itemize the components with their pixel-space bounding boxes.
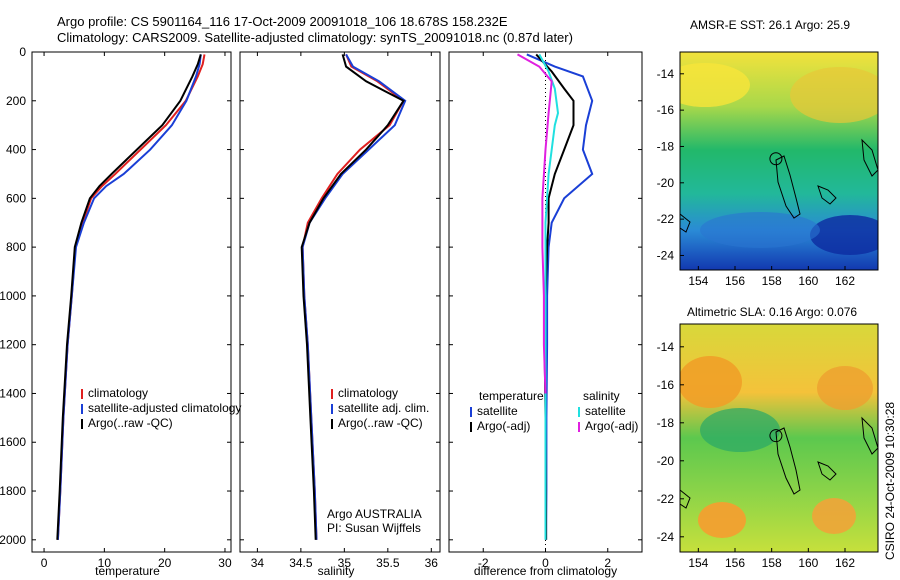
map-y-tick-label: -22 [657,212,675,226]
map-y-tick-label: -16 [657,378,675,392]
y-tick-label: 1800 [0,484,26,498]
y-tick-label: 200 [6,94,26,108]
legend-entry: temperature [479,389,544,403]
map-y-tick-label: -18 [657,416,675,430]
map-x-tick-label: 160 [798,556,818,570]
series-line [517,53,553,394]
y-tick-label: 1400 [0,386,26,400]
header-line1: Argo profile: CS 5901164_116 17-Oct-2009… [57,14,508,29]
series-line [301,53,407,540]
series-line [526,53,594,540]
legend-entry: Argo(-adj) [585,419,638,433]
map-x-tick-label: 154 [688,274,708,288]
coastline-new-caledonia [775,155,801,219]
map-y-tick-label: -24 [657,530,675,544]
legend-entry: satellite [585,404,626,418]
legend-entry: satellite-adjusted climatology [88,401,241,415]
map-x-tick-label: 162 [835,274,855,288]
x-tick-label: 34.5 [289,556,313,570]
panel-frame [31,51,232,553]
legend-entry: climatology [338,386,398,400]
series-line [538,53,560,540]
x-tick-label: 30 [218,556,232,570]
legend-entry: climatology [88,386,148,400]
map-x-tick-label: 158 [762,556,782,570]
map-y-tick-label: -24 [657,248,675,262]
map-x-tick-label: 156 [725,556,745,570]
map-x-tick-label: 160 [798,274,818,288]
legend-entry: Argo(..raw -QC) [338,416,423,430]
legend-entry: satellite [477,404,518,418]
y-tick-label: 1000 [0,289,26,303]
x-tick-label: -2 [478,556,489,570]
y-tick-label: 600 [6,191,26,205]
x-tick-label: 2 [604,556,611,570]
map-x-tick-label: 162 [835,556,855,570]
annotation-text: PI: Susan Wijffels [327,521,421,535]
x-tick-label: 34 [251,556,265,570]
sla-map [679,323,879,553]
x-axis-label: salinity [318,564,355,578]
map-y-tick-label: -22 [657,492,675,506]
argo-position-marker [769,152,783,166]
y-tick-label: 0 [19,45,26,59]
map-x-tick-label: 156 [725,274,745,288]
map-y-tick-label: -20 [657,176,675,190]
panel-1: 0 10 20 30 temperature 0 200 400 600 800 1000 1200 1… [0,45,241,578]
y-tick-label: 1600 [0,435,26,449]
header-line2: Climatology: CARS2009. Satellite-adjuste… [57,30,573,45]
legend-entry: Argo(-adj) [477,419,530,433]
series-line [301,54,405,540]
x-axis-label: temperature [95,564,160,578]
map-y-tick-label: -16 [657,103,675,117]
argo-position-marker [769,429,783,443]
map-y-tick-label: -14 [657,340,675,354]
y-tick-label: 1200 [0,338,26,352]
x-tick-label: 0 [542,556,549,570]
x-tick-label: 10 [98,556,112,570]
sla-map-title: Altimetric SLA: 0.16 Argo: 0.076 [687,305,858,319]
x-tick-label: 0 [41,556,48,570]
sst-map-title: AMSR-E SST: 26.1 Argo: 25.9 [690,18,851,32]
map-x-tick-label: 158 [762,274,782,288]
y-tick-label: 2000 [0,533,26,547]
map-y-tick-label: -14 [657,67,675,81]
sst-map [679,51,879,271]
map-y-tick-label: -20 [657,454,675,468]
series-line [56,54,202,540]
legend-entry: salinity [583,389,620,403]
annotation-text: Argo AUSTRALIA [327,507,422,521]
legend-entry: Argo(..raw -QC) [88,416,173,430]
legend-entry: satellite adj. clim. [338,401,429,415]
map-y-tick-label: -18 [657,139,675,153]
panel-2: 34 34.5 35 35.5 36 salinity climatologysatelli… [239,51,441,578]
series-line [56,54,206,540]
x-tick-label: 36 [425,556,439,570]
x-axis-label: difference from climatology [474,564,617,578]
x-tick-label: 35.5 [376,556,400,570]
y-tick-label: 400 [6,143,26,157]
x-tick-label: 20 [158,556,172,570]
series-line [300,54,405,540]
map-x-tick-label: 154 [688,556,708,570]
x-tick-label: 35 [338,556,352,570]
y-tick-label: 800 [6,240,26,254]
series-line [56,54,202,540]
panel-frame [239,51,441,553]
